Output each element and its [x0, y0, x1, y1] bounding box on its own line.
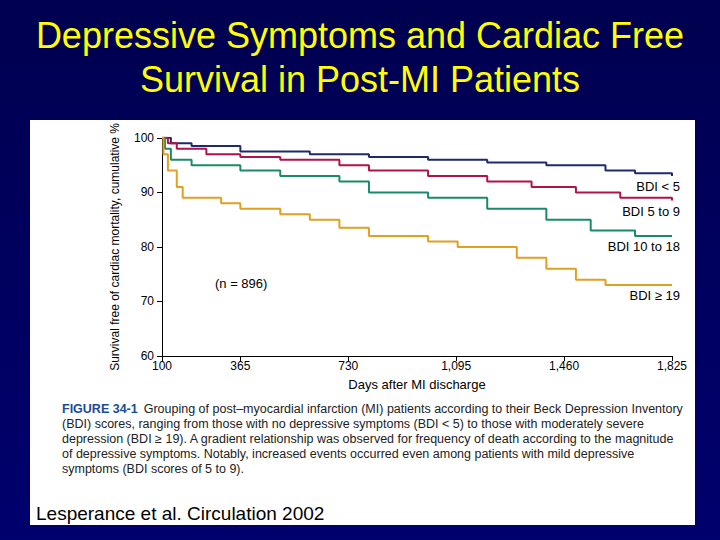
html-text:Depressive Symptoms and Cardia: Depressive Symptoms and Cardiac Free Sur…: [35, 15, 685, 100]
svg-text:730: 730: [338, 359, 358, 373]
html-text:FIGURE 34-1: FIGURE 34-1: [62, 402, 138, 416]
svg-text:BDI < 5: BDI < 5: [636, 179, 680, 194]
svg-text:Days after MI discharge: Days after MI discharge: [348, 377, 485, 392]
svg-text:1,460: 1,460: [549, 359, 579, 373]
svg-text:(n = 896): (n = 896): [215, 276, 267, 291]
svg-text:90: 90: [141, 185, 155, 199]
html-text:Lesperance et al. Circulation: Lesperance et al. Circulation 2002: [36, 503, 325, 524]
html-text:Grouping of post–myocardial in: Grouping of post–myocardial infarction (…: [62, 402, 683, 476]
svg-text:BDI 10 to 18: BDI 10 to 18: [608, 239, 680, 254]
svg-text:BDI ≥ 19: BDI ≥ 19: [630, 288, 681, 303]
svg-text:100: 100: [152, 359, 172, 373]
svg-text:1,095: 1,095: [441, 359, 471, 373]
svg-text:100: 100: [134, 131, 154, 145]
svg-text:70: 70: [141, 294, 155, 308]
svg-text:80: 80: [141, 240, 155, 254]
svg-text:Survival free of cardiac morta: Survival free of cardiac mortality, cumu…: [108, 123, 122, 371]
svg-text:60: 60: [140, 349, 154, 363]
svg-text:1,825: 1,825: [657, 359, 687, 373]
svg-text:365: 365: [230, 359, 250, 373]
svg-text:BDI 5 to 9: BDI 5 to 9: [622, 204, 680, 219]
